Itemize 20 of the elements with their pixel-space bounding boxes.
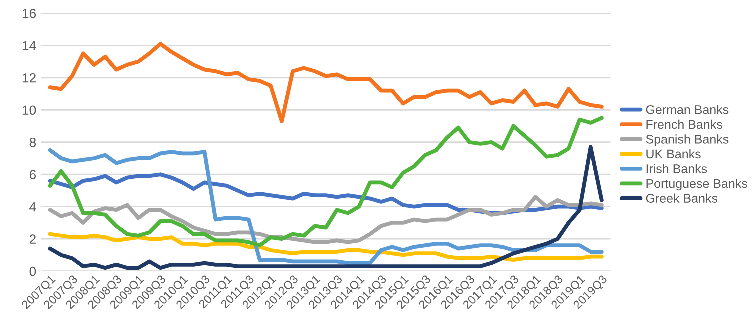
- y-tick-label: 0: [30, 266, 36, 276]
- legend-label: UK Banks: [646, 149, 701, 159]
- y-tick-label: 10: [22, 106, 36, 116]
- legend-label: Irish Banks: [646, 164, 708, 174]
- legend-label: Portuguese Banks: [646, 179, 748, 191]
- line-series: [48, 195, 604, 244]
- y-tick-label: 8: [30, 138, 36, 148]
- line-series: [48, 42, 604, 124]
- y-tick-label: 12: [22, 73, 36, 83]
- y-tick-label: 16: [22, 8, 36, 18]
- legend-label: French Banks: [646, 120, 722, 130]
- y-tick-label: 2: [30, 234, 36, 244]
- line-series: [48, 232, 604, 262]
- legend-label: Greek Banks: [646, 194, 718, 203]
- y-tick-label: 14: [22, 41, 36, 50]
- line-series: [48, 116, 604, 248]
- legend-label: Spanish Banks: [646, 134, 729, 146]
- legend-label: German Banks: [646, 105, 729, 114]
- y-tick-label: 6: [30, 170, 36, 180]
- y-tick-label: 4: [30, 202, 36, 212]
